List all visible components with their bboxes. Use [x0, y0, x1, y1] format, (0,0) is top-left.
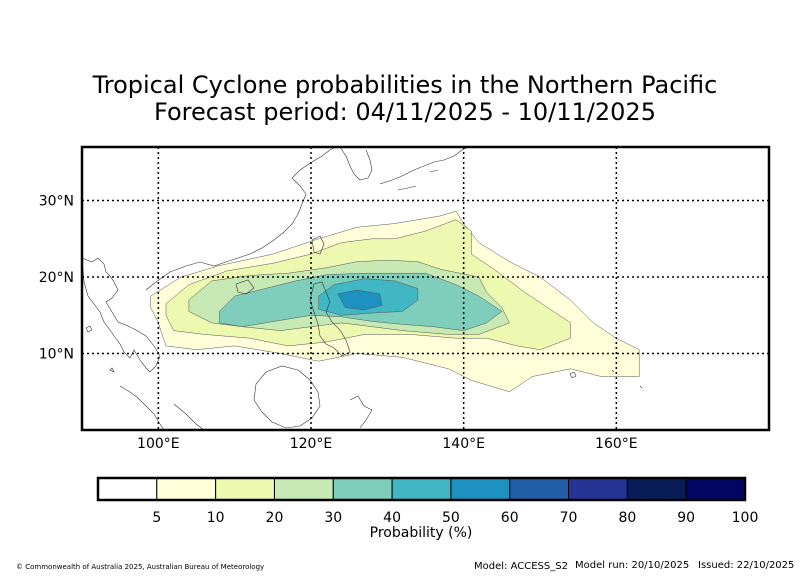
- colorbar-swatch: [332, 477, 393, 501]
- coastline-korea: [339, 147, 373, 181]
- colorbar-tick-label: 60: [500, 510, 519, 526]
- model-run-date: Model run: 20/10/2025: [575, 560, 690, 571]
- colorbar-tick-label: 50: [441, 510, 460, 526]
- longitude-tick-label: 160°E: [595, 436, 638, 452]
- coastline-sulawesi: [349, 395, 373, 429]
- copyright-note: © Commonwealth of Australia 2025, Austra…: [16, 563, 265, 571]
- colorbar-swatch: [391, 477, 452, 501]
- coastline-malay-peninsula: [119, 385, 165, 430]
- coastline-indochina: [82, 257, 161, 373]
- colorbar-swatch: [626, 477, 687, 501]
- colorbar-tick-label: 40: [383, 510, 401, 526]
- colorbar-tick-label: 70: [559, 510, 578, 526]
- longitude-tick-labels: 100°E 120°E 140°E 160°E: [137, 436, 638, 452]
- latitude-tick-label: 20°N: [39, 270, 74, 286]
- coastline-taiwan: [311, 235, 325, 255]
- longitude-tick-label: 140°E: [442, 436, 485, 452]
- contour-50-percent: [337, 289, 383, 311]
- colorbar-label: Probability (%): [369, 525, 473, 541]
- colorbar-tick-label: 10: [206, 510, 225, 526]
- colorbar-swatch: [273, 477, 334, 501]
- colorbar-swatch: [450, 477, 511, 501]
- colorbar-swatch: [215, 477, 275, 501]
- coastline-hainan: [235, 279, 255, 295]
- longitude-tick-label: 100°E: [137, 436, 180, 452]
- colorbar-tick-label: 100: [731, 510, 759, 526]
- latitude-tick-labels: 10°N 20°N 30°N: [39, 194, 74, 363]
- coastline-philippines: [309, 281, 351, 357]
- map-frame: [80, 145, 771, 432]
- probability-contours: [150, 210, 640, 393]
- colorbar-tick-label: 80: [618, 510, 637, 526]
- colorbar-swatch: [156, 477, 217, 501]
- coastline-china: [145, 147, 337, 291]
- colorbar-tick-label: 30: [324, 510, 343, 526]
- colorbar-tick-label: 5: [152, 510, 162, 526]
- colorbar-frame: [96, 476, 747, 502]
- gridlines: [82, 147, 769, 430]
- colorbar-tick-label: 20: [265, 510, 284, 526]
- model-name: Model: ACCESS_S2: [474, 561, 568, 572]
- colorbar-swatch: [509, 477, 570, 501]
- coastline-borneo: [253, 365, 321, 429]
- issued-date: Issued: 22/10/2025: [698, 560, 795, 571]
- latitude-tick-label: 30°N: [39, 194, 74, 210]
- colorbar: [96, 476, 747, 502]
- coastline-sumatra: [173, 403, 205, 430]
- coastline-japan: [379, 147, 469, 191]
- map-title-line2: Forecast period: 04/11/2025 - 10/11/2025: [154, 98, 656, 126]
- colorbar-swatch: [568, 477, 628, 501]
- map-title-line1: Tropical Cyclone probabilities in the No…: [92, 71, 718, 99]
- colorbar-tick-label: 90: [677, 510, 696, 526]
- colorbar-swatch: [97, 477, 158, 501]
- longitude-tick-label: 120°E: [290, 436, 333, 452]
- colorbar-swatch: [685, 477, 746, 501]
- coastline-small-islands: [85, 325, 643, 389]
- coastlines: [82, 147, 643, 430]
- latitude-tick-label: 10°N: [39, 347, 74, 363]
